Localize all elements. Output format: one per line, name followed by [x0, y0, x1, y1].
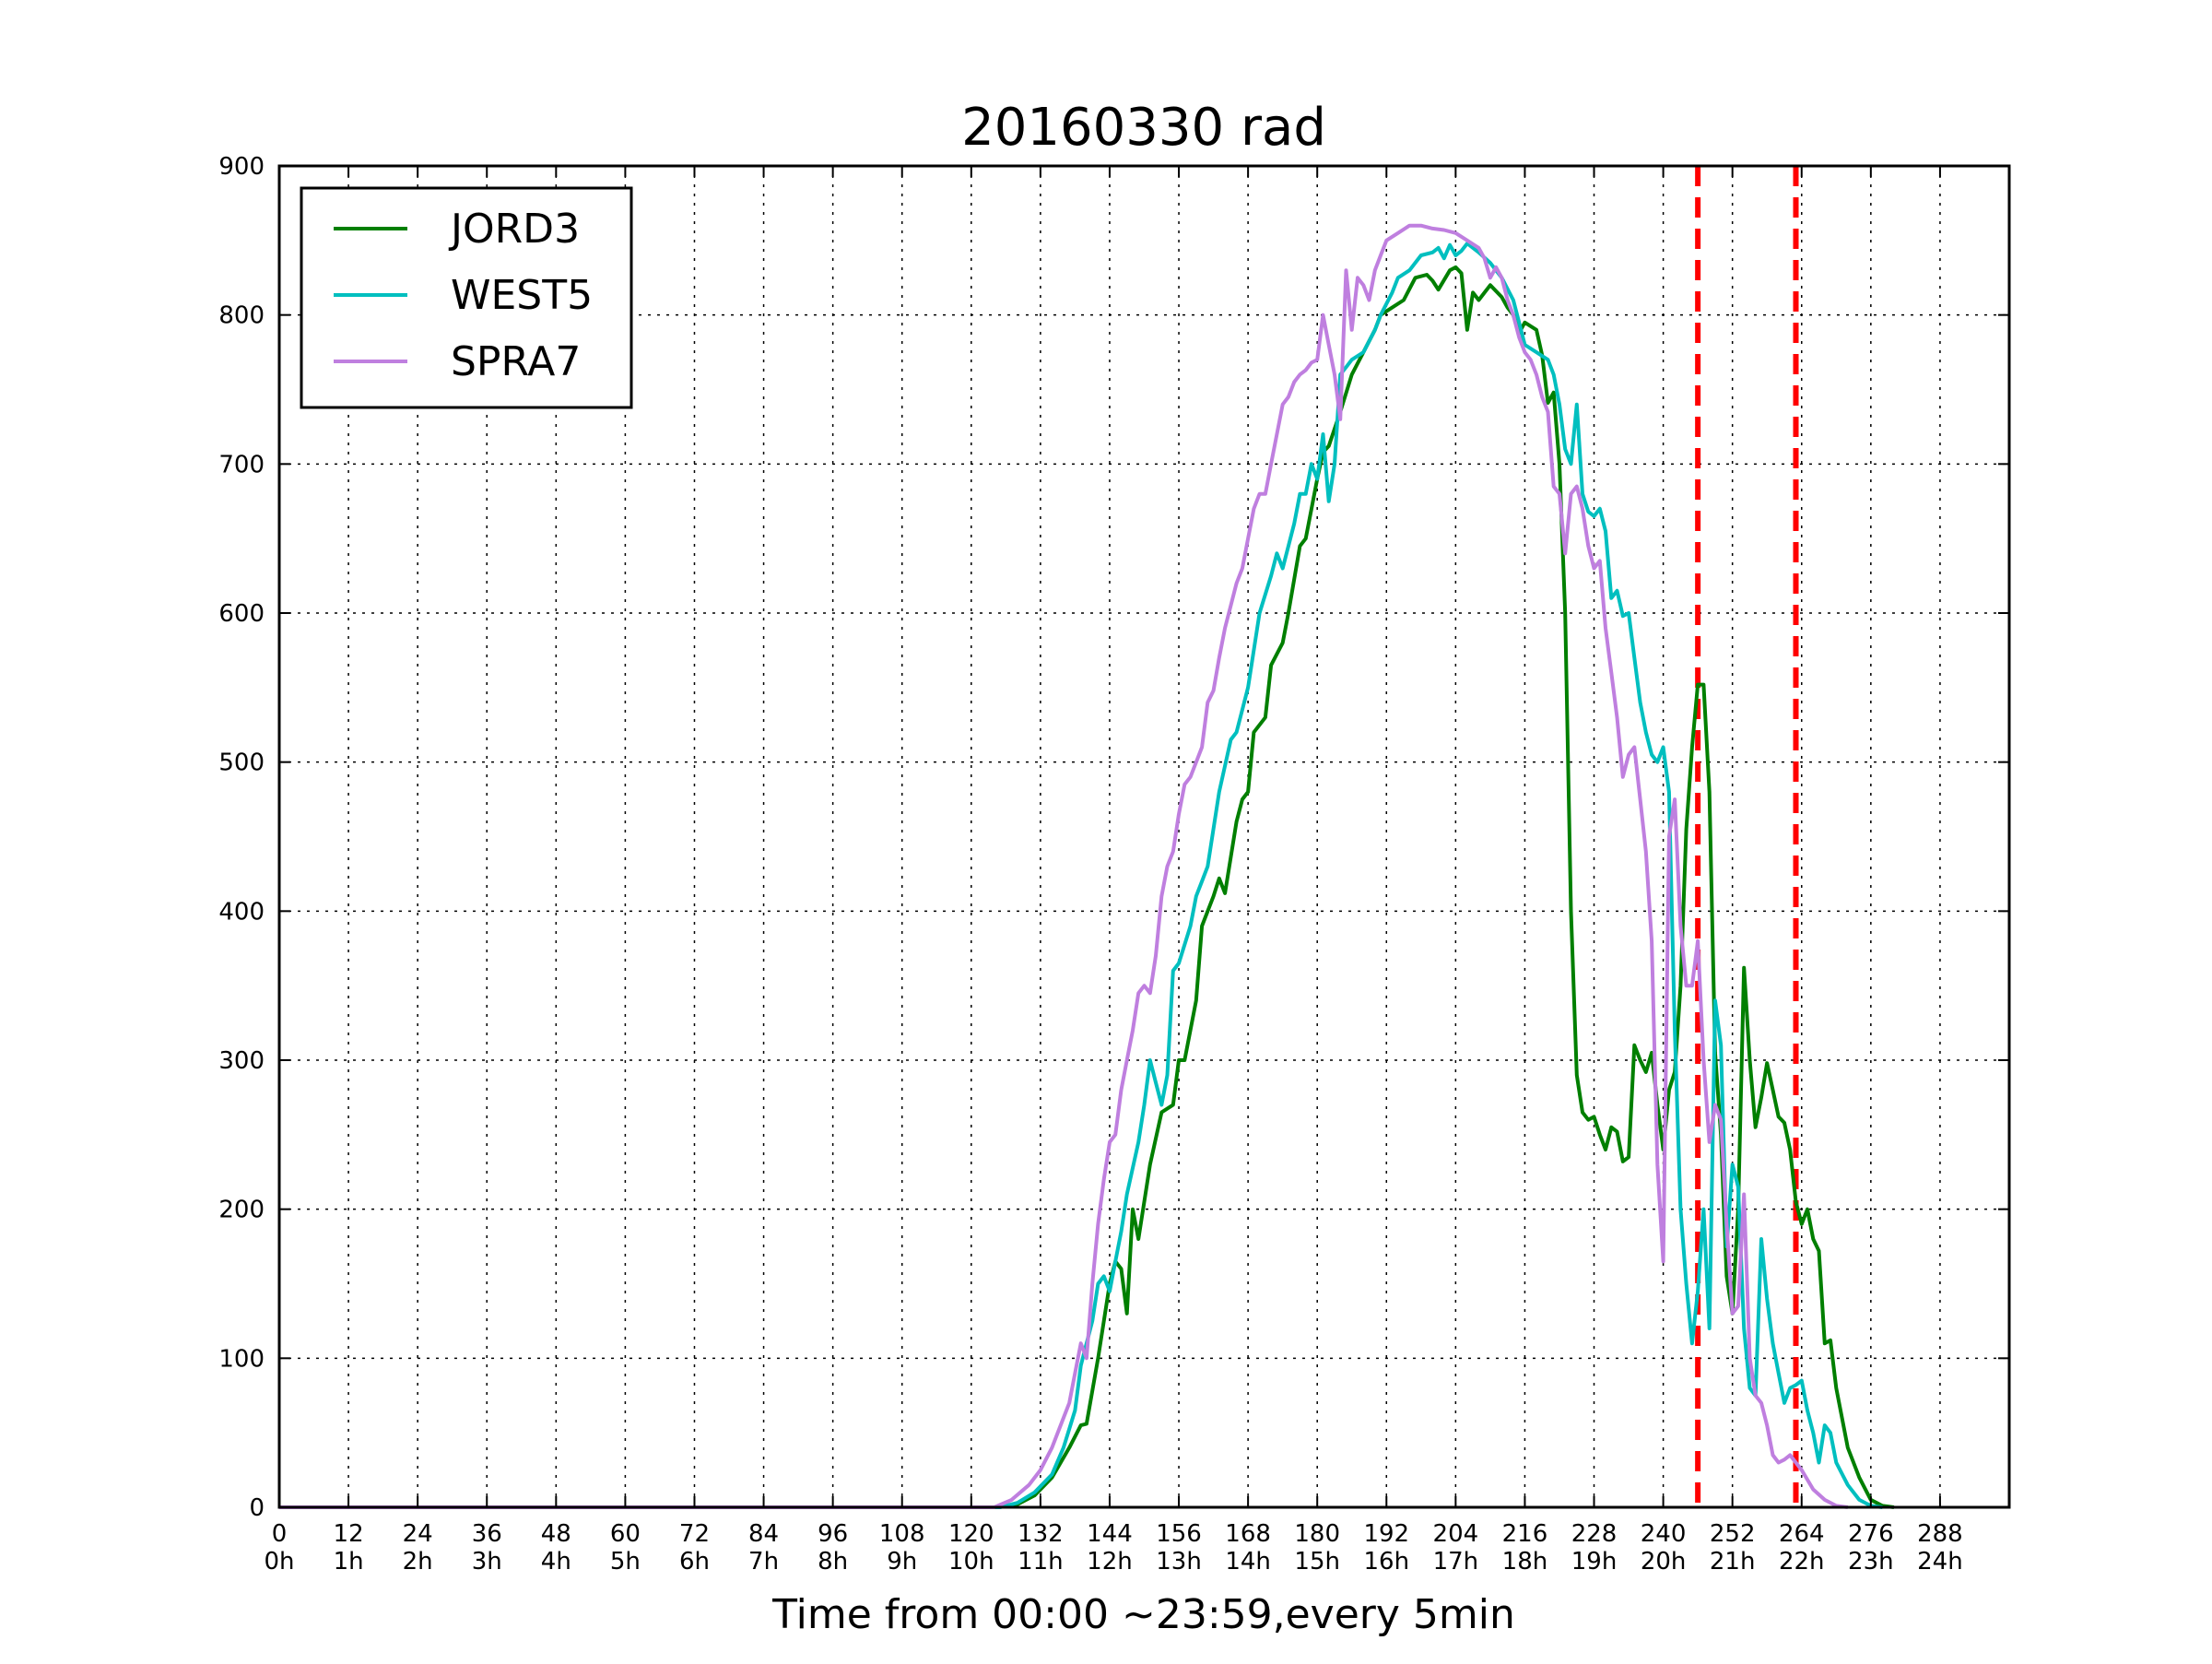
x-tick-sublabel: 19h: [1571, 1548, 1618, 1575]
x-tick-label: 60: [610, 1520, 641, 1548]
x-tick-sublabel: 24h: [1917, 1548, 1963, 1575]
x-tick-sublabel: 14h: [1225, 1548, 1271, 1575]
x-tick-sublabel: 10h: [948, 1548, 994, 1575]
x-axis-label: Time from 00:00 ~23:59,every 5min: [771, 1591, 1515, 1638]
x-tick-label: 120: [948, 1520, 994, 1548]
x-tick-sublabel: 4h: [541, 1548, 571, 1575]
y-tick-label: 700: [218, 451, 265, 478]
x-tick-label: 96: [818, 1520, 848, 1548]
series-line-west5: [279, 242, 1883, 1509]
x-tick-sublabel: 16h: [1363, 1548, 1409, 1575]
x-tick-label: 228: [1571, 1520, 1618, 1548]
x-tick-label: 144: [1087, 1520, 1133, 1548]
y-tick-label: 0: [249, 1494, 265, 1522]
x-tick-label: 180: [1294, 1520, 1340, 1548]
x-tick-sublabel: 20h: [1641, 1548, 1687, 1575]
legend-label-spra7: SPRA7: [451, 338, 581, 385]
y-tick-label: 800: [218, 302, 265, 330]
x-tick-label: 132: [1018, 1520, 1064, 1548]
x-tick-label: 168: [1225, 1520, 1271, 1548]
legend-label-west5: WEST5: [451, 272, 593, 319]
x-tick-sublabel: 22h: [1779, 1548, 1825, 1575]
legend: JORD3 WEST5 SPRA7: [300, 186, 633, 409]
legend-box: [300, 186, 633, 409]
legend-label-jord3: JORD3: [448, 206, 580, 253]
x-tick-sublabel: 9h: [887, 1548, 917, 1575]
x-tick-sublabel: 8h: [818, 1548, 848, 1575]
series-line-spra7: [279, 223, 1849, 1509]
y-tick-label: 500: [218, 749, 265, 777]
x-tick-label: 288: [1917, 1520, 1963, 1548]
x-tick-label: 72: [679, 1520, 710, 1548]
x-tick-sublabel: 18h: [1502, 1548, 1548, 1575]
x-tick-sublabel: 2h: [403, 1548, 433, 1575]
x-tick-label: 156: [1156, 1520, 1202, 1548]
x-tick-sublabel: 21h: [1710, 1548, 1756, 1575]
y-tick-label: 300: [218, 1047, 265, 1075]
series-lines: [279, 223, 1895, 1509]
x-tick-label: 12: [334, 1520, 364, 1548]
x-tick-label: 192: [1363, 1520, 1409, 1548]
x-tick-label: 36: [472, 1520, 502, 1548]
x-tick-sublabel: 12h: [1087, 1548, 1133, 1575]
x-tick-label: 240: [1641, 1520, 1687, 1548]
x-tick-sublabel: 17h: [1433, 1548, 1479, 1575]
x-tick-sublabel: 3h: [472, 1548, 502, 1575]
y-tick-label: 200: [218, 1197, 265, 1224]
chart-title: 20160330 rad: [961, 98, 1326, 158]
vertical-markers: [1695, 166, 1799, 1507]
x-tick-label: 252: [1710, 1520, 1756, 1548]
x-tick-label: 204: [1433, 1520, 1479, 1548]
x-tick-sublabel: 0h: [264, 1548, 294, 1575]
x-tick-label: 108: [879, 1520, 925, 1548]
x-tick-sublabel: 5h: [610, 1548, 641, 1575]
x-tick-label: 216: [1502, 1520, 1548, 1548]
x-tick-sublabel: 1h: [334, 1548, 364, 1575]
x-tick-label: 264: [1779, 1520, 1825, 1548]
y-tick-label: 100: [218, 1345, 265, 1373]
plot-frame: [277, 164, 2011, 1509]
x-tick-sublabel: 15h: [1294, 1548, 1340, 1575]
x-tick-label: 276: [1848, 1520, 1894, 1548]
y-tick-label: 600: [218, 600, 265, 628]
x-tick-label: 84: [748, 1520, 779, 1548]
x-tick-sublabel: 7h: [748, 1548, 779, 1575]
y-tick-label: 400: [218, 898, 265, 926]
x-tick-label: 24: [403, 1520, 433, 1548]
x-tick-label: 48: [541, 1520, 571, 1548]
y-tick-label: 900: [218, 153, 265, 181]
axis-ticks: 010020030040050060070080090000h121h242h3…: [218, 153, 2009, 1575]
x-tick-sublabel: 6h: [679, 1548, 710, 1575]
x-tick-label: 0: [272, 1520, 288, 1548]
x-tick-sublabel: 23h: [1848, 1548, 1894, 1575]
x-tick-sublabel: 13h: [1156, 1548, 1202, 1575]
x-tick-sublabel: 11h: [1018, 1548, 1064, 1575]
